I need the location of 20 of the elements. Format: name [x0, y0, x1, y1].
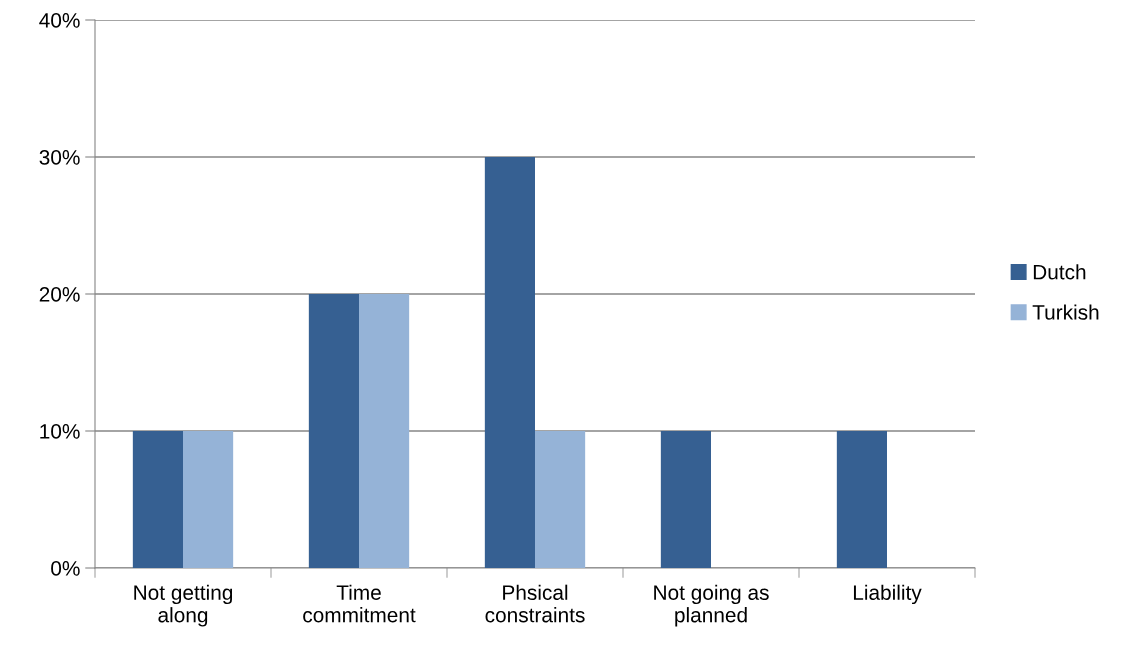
- y-tick-label: 20%: [39, 287, 80, 302]
- x-tick-label: Not getting along: [134, 584, 233, 627]
- bar: [836, 431, 887, 568]
- x-tick-label: Time commitment: [303, 584, 416, 623]
- legend-label: Dutch: [1033, 264, 1086, 280]
- bar: [308, 294, 359, 568]
- x-tick-label: Liability: [853, 584, 922, 605]
- bar: [535, 431, 586, 568]
- bar: [183, 431, 234, 568]
- bar: [359, 294, 410, 568]
- x-tick-label: Phsical constraints: [485, 584, 585, 623]
- bar: [660, 431, 711, 568]
- x-tick-label: Not going as planned: [654, 584, 769, 627]
- y-tick-label: 40%: [39, 13, 80, 28]
- bar: [484, 157, 535, 568]
- legend-label: Turkish: [1032, 304, 1099, 320]
- y-tick-label: 0%: [51, 561, 80, 576]
- bar: [132, 431, 183, 568]
- y-tick-label: 30%: [39, 150, 80, 165]
- y-tick-label: 10%: [40, 424, 80, 439]
